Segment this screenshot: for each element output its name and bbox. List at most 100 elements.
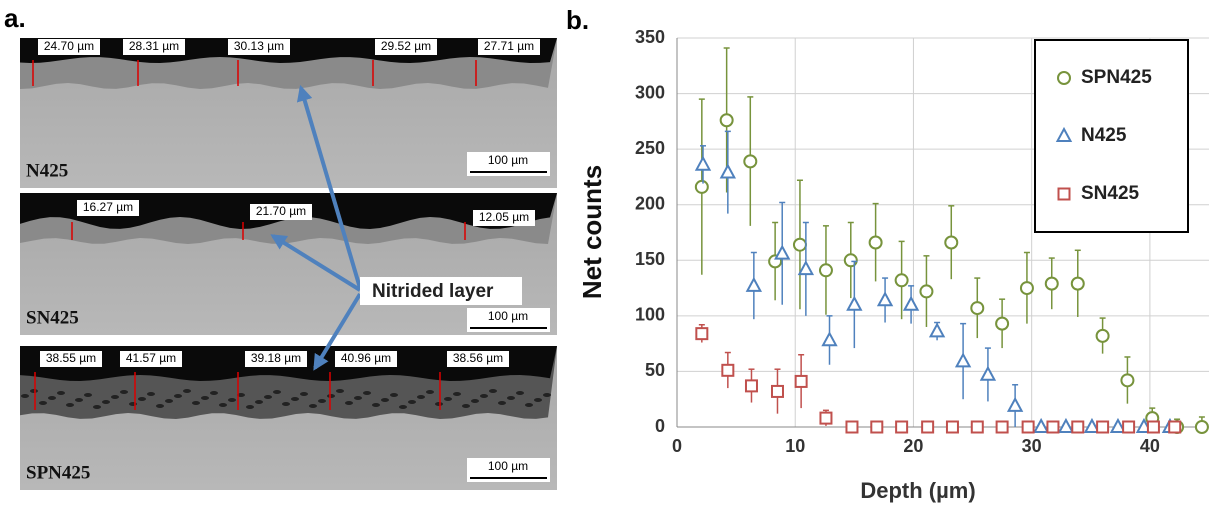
porosity	[57, 391, 65, 395]
legend-label: SPN425	[1081, 67, 1152, 88]
measurement: 41.57 µm	[126, 351, 176, 365]
porosity	[147, 392, 155, 396]
y-tick-label: 300	[635, 82, 665, 102]
measure-box	[473, 210, 535, 226]
porosity	[507, 396, 515, 400]
point	[1057, 417, 1075, 433]
porosity	[516, 391, 524, 395]
point	[954, 352, 972, 368]
point	[694, 155, 712, 171]
porosity	[93, 405, 101, 409]
porosity	[453, 392, 461, 396]
porosity	[39, 401, 47, 405]
porosity	[21, 394, 29, 398]
measure-box	[120, 351, 182, 367]
measurement: 30.13 µm	[234, 39, 284, 53]
point	[818, 263, 833, 278]
point	[921, 420, 935, 434]
panel-label: b.	[566, 5, 589, 35]
porosity	[183, 389, 191, 393]
porosity	[273, 390, 281, 394]
porosity	[30, 389, 38, 393]
measurement: 27.71 µm	[484, 39, 534, 53]
measurement: 24.70 µm	[44, 39, 94, 53]
point	[695, 327, 709, 341]
porosity	[156, 404, 164, 408]
x-tick-label: 20	[903, 436, 923, 456]
point	[979, 365, 997, 381]
porosity	[372, 403, 380, 407]
measure-box	[38, 39, 100, 55]
measure-box	[250, 204, 312, 220]
porosity	[336, 389, 344, 393]
porosity	[264, 395, 272, 399]
sample-name: SN425	[26, 307, 79, 328]
porosity	[282, 402, 290, 406]
porosity	[354, 396, 362, 400]
point	[694, 179, 709, 194]
point	[902, 295, 920, 311]
y-tick-label: 100	[635, 305, 665, 325]
y-tick-label: 50	[645, 360, 665, 380]
point	[995, 420, 1009, 434]
point	[797, 260, 815, 276]
x-tick-label: 40	[1140, 436, 1160, 456]
point	[995, 316, 1010, 331]
point	[744, 379, 758, 393]
measure-box	[228, 39, 290, 55]
porosity	[327, 394, 335, 398]
point	[1168, 420, 1182, 434]
scale-text: 100 µm	[488, 309, 528, 323]
y-tick-label: 150	[635, 249, 665, 269]
porosity	[48, 396, 56, 400]
point	[944, 235, 959, 250]
point	[894, 273, 909, 288]
x-tick-label: 30	[1022, 436, 1042, 456]
point	[794, 374, 808, 388]
porosity	[426, 390, 434, 394]
porosity	[318, 399, 326, 403]
porosity	[210, 391, 218, 395]
point	[970, 301, 985, 316]
porosity	[75, 398, 83, 402]
y-tick-label: 200	[635, 193, 665, 213]
legend-label: N425	[1081, 125, 1127, 146]
point	[1095, 328, 1110, 343]
point	[1006, 396, 1024, 412]
x-tick-label: 0	[672, 436, 682, 456]
point	[1046, 420, 1060, 434]
porosity	[111, 395, 119, 399]
porosity	[291, 397, 299, 401]
legend-label: SN425	[1081, 183, 1140, 204]
porosity	[381, 398, 389, 402]
point	[770, 384, 784, 398]
measurement: 40.96 µm	[341, 351, 391, 365]
porosity	[417, 395, 425, 399]
measurement: 21.70 µm	[256, 204, 306, 218]
measurement: 16.27 µm	[83, 200, 133, 214]
point	[721, 363, 735, 377]
point	[876, 291, 894, 307]
measure-box	[77, 200, 139, 216]
point	[928, 322, 946, 338]
measure-box	[123, 39, 185, 55]
porosity	[363, 391, 371, 395]
porosity	[228, 398, 236, 402]
point	[895, 420, 909, 434]
legend-marker	[1057, 187, 1071, 201]
y-tick-label: 250	[635, 138, 665, 158]
annotation: Nitrided layer	[372, 281, 494, 302]
porosity	[435, 402, 443, 406]
porosity	[534, 398, 542, 402]
sample-name: N425	[26, 160, 68, 181]
porosity	[201, 396, 209, 400]
point	[774, 244, 791, 260]
measurement: 38.56 µm	[453, 351, 503, 365]
micrographs: 24.70 µm 28.31 µm 30.13 µm 29.52 µm 27.71 µm…	[20, 38, 557, 490]
point	[1019, 281, 1034, 296]
scale-text: 100 µm	[488, 459, 528, 473]
measurement: 29.52 µm	[381, 39, 431, 53]
panel-label: a.	[4, 3, 26, 33]
scale-text: 100 µm	[488, 153, 528, 167]
point	[1021, 420, 1035, 434]
